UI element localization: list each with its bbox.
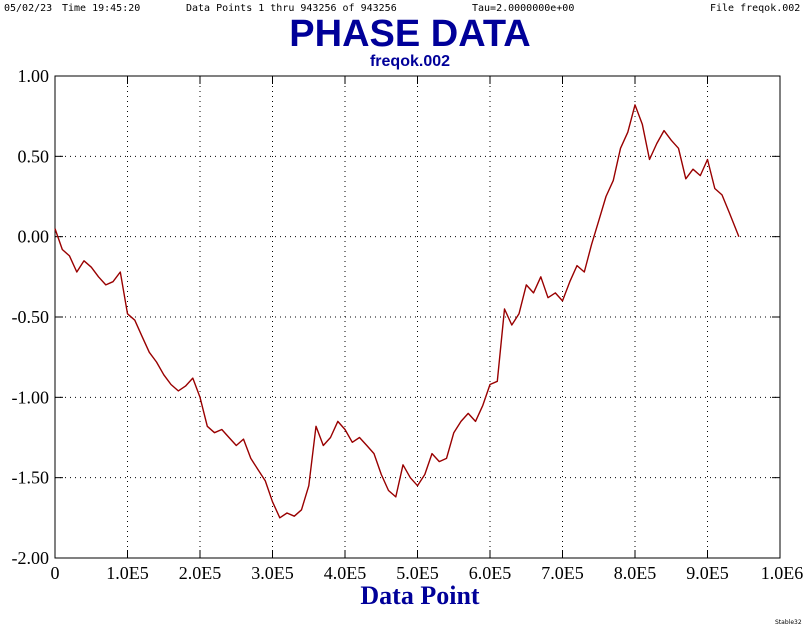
y-tick-label: -1.50 xyxy=(12,468,50,488)
axis-ticks xyxy=(54,75,781,559)
x-tick-label: 0 xyxy=(51,563,60,583)
x-tick-label: 7.0E5 xyxy=(541,563,584,583)
x-tick-label: 8.0E5 xyxy=(614,563,657,583)
x-tick-label: 9.0E5 xyxy=(686,563,729,583)
x-tick-label: 6.0E5 xyxy=(469,563,512,583)
y-tick-label: 0.00 xyxy=(18,227,50,247)
x-tick-label: 4.0E5 xyxy=(324,563,367,583)
y-tick-label: 1.00 xyxy=(18,66,50,86)
x-tick-label: 1.0E5 xyxy=(106,563,149,583)
y-tick-label: -0.50 xyxy=(12,307,50,327)
y-tick-label: -1.00 xyxy=(12,387,50,407)
x-tick-label: 1.0E6 xyxy=(761,563,804,583)
chart-subtitle: freqok.002 xyxy=(370,53,450,70)
header-date: 05/02/23 xyxy=(4,3,52,14)
header-points: Data Points 1 thru 943256 of 943256 xyxy=(186,3,397,14)
x-axis-labels: 0 1.0E5 2.0E5 3.0E5 4.0E5 5.0E5 6.0E5 7.0E5 8.0E… xyxy=(51,563,804,583)
x-tick-label: 2.0E5 xyxy=(179,563,222,583)
x-axis-label: Data Point xyxy=(360,581,480,610)
y-axis-labels: 1.00 0.50 0.00 -0.50 -1.00 -1.50 -2.00 xyxy=(12,66,50,568)
x-tick-label: 3.0E5 xyxy=(251,563,294,583)
y-tick-label: -2.00 xyxy=(12,548,50,568)
phase-series-line-0 xyxy=(54,104,740,519)
x-tick-label: 5.0E5 xyxy=(396,563,439,583)
series-group xyxy=(54,104,740,519)
credit-text: Stable32 xyxy=(775,619,802,626)
chart-title: PHASE DATA xyxy=(289,13,530,55)
grid xyxy=(55,76,780,558)
y-tick-label: 0.50 xyxy=(18,146,50,166)
header-tau: Tau=2.0000000e+00 xyxy=(472,3,574,14)
header-time: Time 19:45:20 xyxy=(62,3,140,14)
header-file: File freqok.002 xyxy=(710,3,800,14)
